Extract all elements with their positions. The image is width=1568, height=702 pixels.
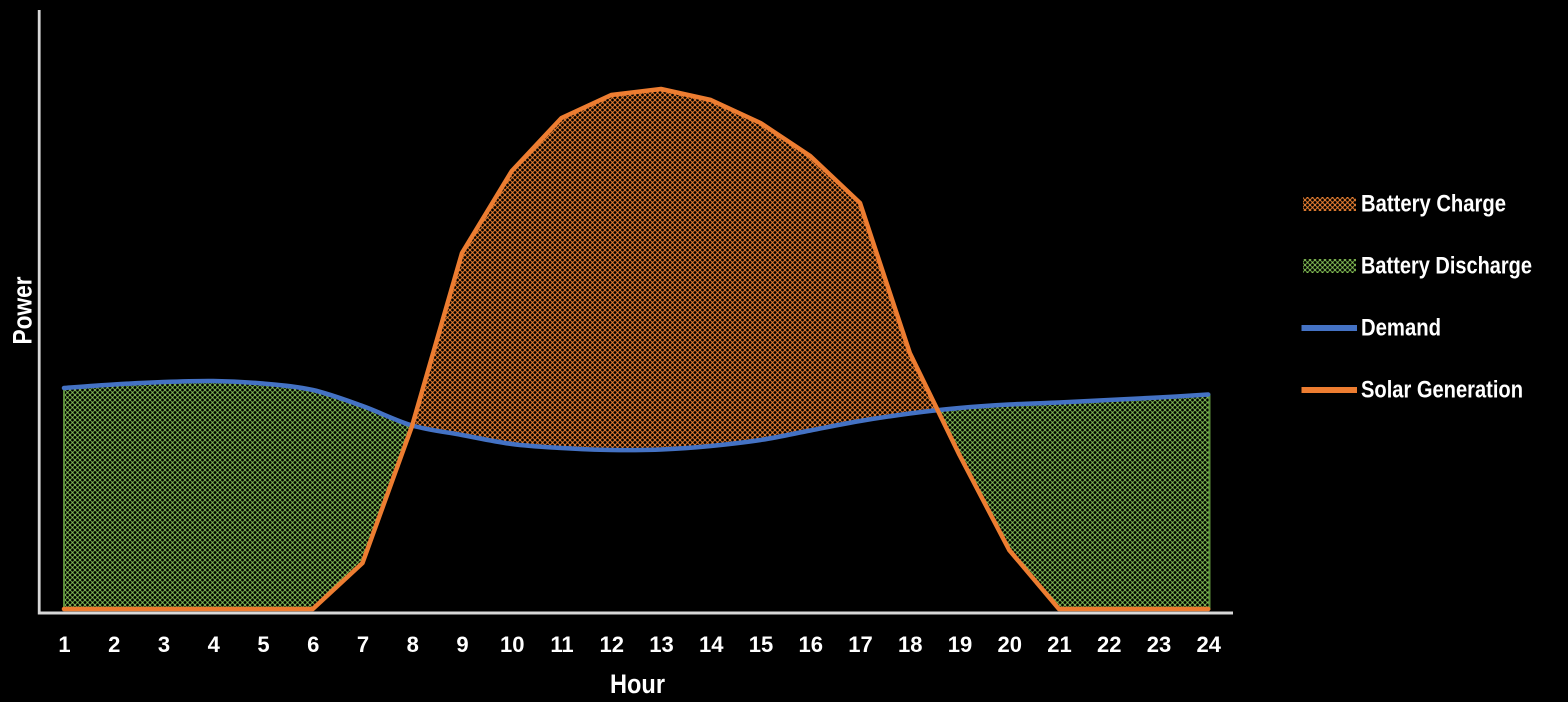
svg-text:13: 13: [649, 632, 673, 657]
svg-text:23: 23: [1147, 632, 1171, 657]
svg-text:Battery Discharge: Battery Discharge: [1361, 253, 1532, 280]
svg-text:5: 5: [257, 632, 269, 657]
svg-text:12: 12: [599, 632, 623, 657]
svg-text:Battery Charge: Battery Charge: [1361, 191, 1506, 218]
svg-text:8: 8: [407, 632, 419, 657]
svg-text:16: 16: [798, 632, 822, 657]
svg-text:21: 21: [1047, 632, 1071, 657]
svg-text:9: 9: [456, 632, 468, 657]
svg-text:4: 4: [208, 632, 221, 657]
svg-text:6: 6: [307, 632, 319, 657]
svg-text:11: 11: [550, 632, 573, 657]
svg-text:24: 24: [1196, 632, 1221, 657]
svg-text:10: 10: [500, 632, 524, 657]
svg-text:18: 18: [898, 632, 922, 657]
svg-text:14: 14: [699, 632, 724, 657]
svg-text:20: 20: [997, 632, 1021, 657]
svg-text:Demand: Demand: [1361, 315, 1441, 342]
svg-text:7: 7: [357, 632, 369, 657]
svg-text:1: 1: [58, 632, 70, 657]
svg-text:17: 17: [848, 632, 872, 657]
svg-text:22: 22: [1097, 632, 1121, 657]
svg-text:Hour: Hour: [610, 669, 665, 699]
svg-text:Power: Power: [8, 276, 38, 344]
svg-text:3: 3: [158, 632, 170, 657]
svg-text:15: 15: [749, 632, 773, 657]
svg-text:Solar Generation: Solar Generation: [1361, 377, 1523, 404]
svg-text:19: 19: [948, 632, 972, 657]
svg-text:2: 2: [108, 632, 120, 657]
